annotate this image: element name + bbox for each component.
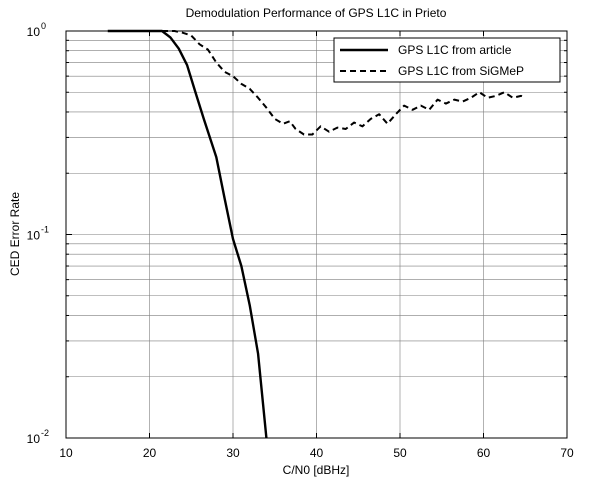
legend-label-sigmep: GPS L1C from SiGMeP xyxy=(398,64,524,78)
x-tick-labels: 10 20 30 40 50 60 70 xyxy=(59,446,574,460)
legend: GPS L1C from article GPS L1C from SiGMeP xyxy=(333,37,561,83)
axis-ticks xyxy=(65,31,568,439)
chart-title: Demodulation Performance of GPS L1C in P… xyxy=(186,6,447,20)
series-line-article xyxy=(107,29,268,439)
y-tick-label-exponent: -1 xyxy=(41,225,49,235)
grid xyxy=(66,31,567,438)
x-tick-label: 30 xyxy=(226,446,240,460)
x-tick-label: 10 xyxy=(59,446,73,460)
y-tick-label: 10 xyxy=(27,25,41,39)
y-tick-label-exponent: 0 xyxy=(41,21,46,31)
legend-box xyxy=(333,37,561,83)
y-tick-label: 10 xyxy=(27,432,41,446)
x-tick-label: 40 xyxy=(310,446,324,460)
series-layer xyxy=(107,29,526,439)
x-tick-label: 20 xyxy=(143,446,157,460)
x-axis-label: C/N0 [dBHz] xyxy=(283,463,350,477)
x-tick-label: 60 xyxy=(477,446,491,460)
x-tick-label: 50 xyxy=(393,446,407,460)
x-tick-label: 70 xyxy=(560,446,574,460)
y-tick-label: 10 xyxy=(27,229,41,243)
y-axis-label: CED Error Rate xyxy=(8,192,22,276)
legend-label-article: GPS L1C from article xyxy=(398,43,512,57)
plot-area xyxy=(65,29,568,439)
y-tick-label-exponent: -2 xyxy=(41,428,49,438)
series-line-sigmep xyxy=(162,30,526,136)
